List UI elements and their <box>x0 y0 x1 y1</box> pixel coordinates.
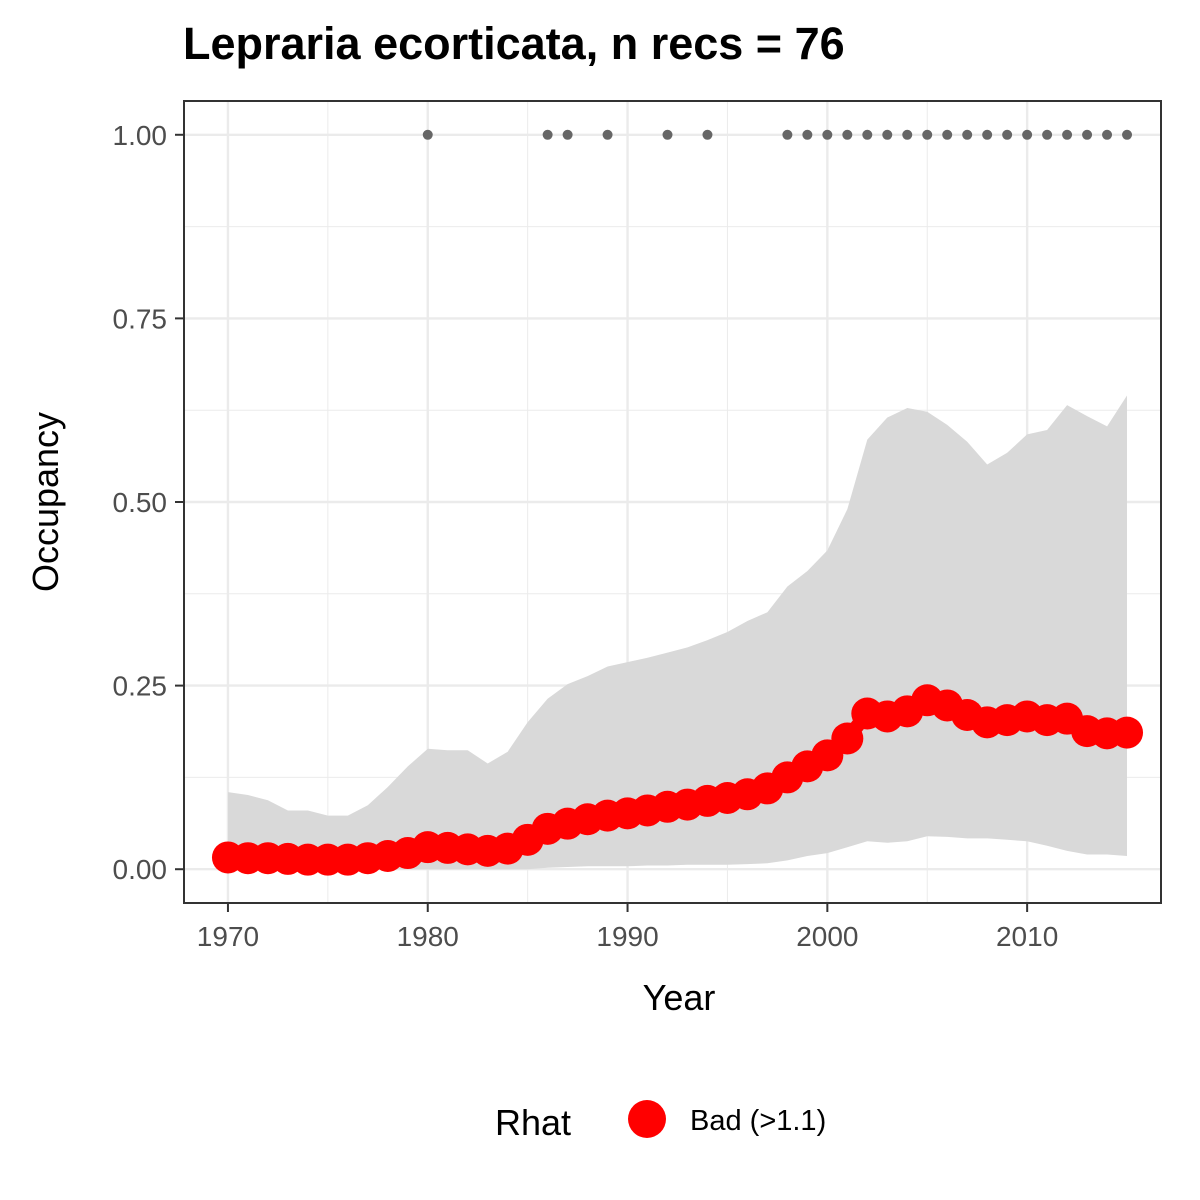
records-layer <box>422 129 1133 140</box>
record-point <box>1062 129 1073 140</box>
axis-tick-labels: 1970 1980 1990 2000 2010 0.00 0.25 0.50 0.75 1.00 <box>113 120 1059 952</box>
record-point <box>1002 129 1013 140</box>
x-tick-label: 1990 <box>596 921 658 952</box>
record-point <box>1022 129 1033 140</box>
occupancy-point <box>1111 716 1144 749</box>
record-point <box>602 129 613 140</box>
ribbon-layer <box>228 395 1127 870</box>
record-point <box>882 129 893 140</box>
record-point <box>1102 129 1113 140</box>
legend: Rhat Bad (>1.1) <box>495 1100 826 1143</box>
record-point <box>702 129 713 140</box>
legend-key-circle <box>628 1100 666 1138</box>
record-point <box>942 129 953 140</box>
record-point <box>902 129 913 140</box>
record-point <box>802 129 813 140</box>
x-tick-label: 1970 <box>197 921 259 952</box>
legend-title: Rhat <box>495 1102 571 1143</box>
credible-interval-ribbon <box>228 395 1127 870</box>
x-tick-label: 2010 <box>996 921 1058 952</box>
record-point <box>982 129 993 140</box>
record-point <box>962 129 973 140</box>
occupancy-point <box>831 722 864 755</box>
record-point <box>782 129 793 140</box>
y-tick-label: 1.00 <box>113 120 168 151</box>
record-point <box>922 129 933 140</box>
y-tick-label: 0.25 <box>113 671 168 702</box>
record-point <box>662 129 673 140</box>
legend-label: Bad (>1.1) <box>690 1105 826 1137</box>
record-point <box>1042 129 1053 140</box>
record-point <box>862 129 873 140</box>
x-tick-label: 1980 <box>397 921 459 952</box>
record-point <box>822 129 833 140</box>
x-tick-label: 2000 <box>796 921 858 952</box>
axis-ticks <box>175 133 1029 912</box>
y-tick-label: 0.75 <box>113 303 168 334</box>
record-point <box>842 129 853 140</box>
chart-title: Lepraria ecorticata, n recs = 76 <box>183 18 845 69</box>
y-tick-label: 0.50 <box>113 487 168 518</box>
record-point <box>422 129 433 140</box>
y-tick-label: 0.00 <box>113 854 168 885</box>
y-axis-title: Occupancy <box>25 412 66 592</box>
record-point <box>542 129 553 140</box>
record-point <box>1122 129 1133 140</box>
x-axis-title: Year <box>643 977 716 1018</box>
points-layer <box>211 684 1144 876</box>
record-point <box>1082 129 1093 140</box>
record-point <box>562 129 573 140</box>
